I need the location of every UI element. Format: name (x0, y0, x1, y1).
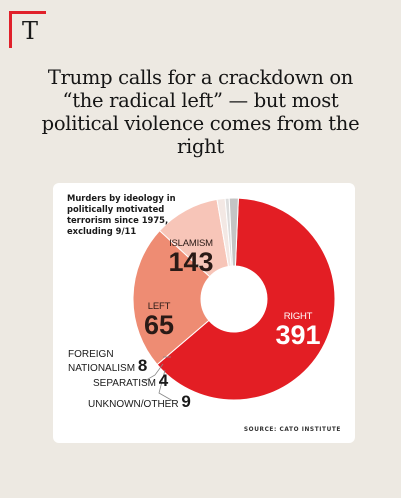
slice-value-islamism: 143 (168, 247, 214, 277)
leader-line-unknown-other (158, 369, 174, 402)
slice-islamism (132, 229, 211, 366)
slice-label-right: RIGHT 391 (273, 311, 323, 349)
slice-unknown-other (228, 197, 239, 267)
slice-name-unknown-other: UNKNOWN/OTHER (88, 399, 179, 410)
slice-value-separatism: 4 (158, 371, 169, 390)
leader-line-separatism (142, 363, 164, 383)
slice-label-left: LEFT 65 (139, 301, 179, 339)
slice-name-separatism: SEPARATISM (93, 378, 156, 389)
brand-letter: T (22, 17, 39, 45)
slice-name-right: RIGHT (283, 311, 313, 322)
chart-card: Murders by ideology in politically motiv… (53, 183, 355, 443)
slice-value-foreign-nationalism: 8 (137, 356, 148, 375)
headline: Trump calls for a crackdown on “the radi… (41, 66, 360, 158)
slice-label-islamism: ISLAMISM 143 (159, 238, 223, 276)
slice-right (156, 197, 336, 401)
slice-label-foreign-nationalism: FOREIGN NATIONALISM 8 (68, 349, 168, 374)
slice-value-left: 65 (143, 310, 175, 340)
chart-title: Murders by ideology in politically motiv… (67, 193, 176, 236)
slice-value-right: 391 (275, 320, 321, 350)
donut-chart (132, 197, 336, 402)
slice-value-unknown-other: 9 (181, 392, 191, 411)
source-note: SOURCE: CATO INSTITUTE (243, 427, 341, 433)
slice-name-islamism: ISLAMISM (169, 238, 213, 249)
brand-logo: T (9, 11, 46, 48)
slice-label-unknown-other: UNKNOWN/OTHER 9 (88, 393, 191, 410)
slice-label-separatism: SEPARATISM 4 (93, 372, 168, 389)
slice-name-left: LEFT (147, 301, 171, 312)
slice-name-foreign-nationalism: FOREIGN NATIONALISM (68, 349, 136, 374)
